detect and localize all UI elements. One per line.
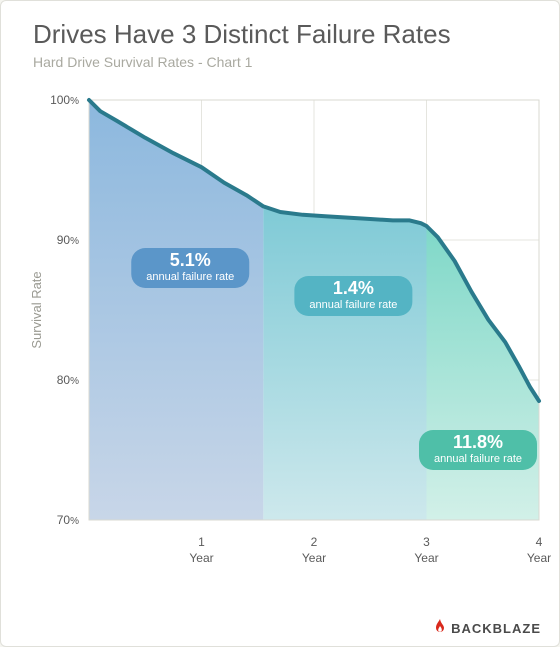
- svg-text:1.4%: 1.4%: [333, 278, 374, 298]
- chart-subtitle: Hard Drive Survival Rates - Chart 1: [33, 54, 549, 70]
- xtick-4: 4 Year: [527, 535, 551, 565]
- svg-text:11.8%: 11.8%: [453, 432, 503, 452]
- svg-text:2: 2: [311, 535, 318, 549]
- brand-logo: BACKBLAZE: [433, 619, 541, 638]
- footer: BACKBLAZE: [11, 613, 549, 638]
- svg-text:Year: Year: [414, 551, 438, 565]
- svg-text:90%: 90%: [57, 233, 79, 247]
- chart-card: Drives Have 3 Distinct Failure Rates Har…: [0, 0, 560, 647]
- chart-title: Drives Have 3 Distinct Failure Rates: [33, 19, 549, 50]
- survival-chart: 100% 90% 80% 70% Survival Rate 1 Year 2 Year 3 Yea…: [11, 80, 551, 600]
- svg-text:80%: 80%: [57, 373, 79, 387]
- region-1: [263, 206, 426, 520]
- failure-bubble-1: 1.4%annual failure rate: [294, 276, 412, 316]
- svg-text:100%: 100%: [50, 93, 79, 107]
- ytick-100: 100%: [50, 93, 79, 107]
- svg-text:1: 1: [198, 535, 205, 549]
- svg-text:annual failure rate: annual failure rate: [309, 299, 397, 311]
- xtick-2: 2 Year: [302, 535, 326, 565]
- svg-text:annual failure rate: annual failure rate: [434, 453, 522, 465]
- failure-bubble-2: 11.8%annual failure rate: [419, 430, 537, 470]
- svg-text:annual failure rate: annual failure rate: [146, 271, 234, 283]
- svg-text:Year: Year: [189, 551, 213, 565]
- ytick-80: 80%: [57, 373, 79, 387]
- svg-text:70%: 70%: [57, 513, 79, 527]
- y-axis-label: Survival Rate: [29, 271, 44, 348]
- ytick-70: 70%: [57, 513, 79, 527]
- svg-text:5.1%: 5.1%: [170, 250, 211, 270]
- chart-area: 100% 90% 80% 70% Survival Rate 1 Year 2 Year 3 Yea…: [11, 80, 549, 613]
- ytick-90: 90%: [57, 233, 79, 247]
- svg-text:3: 3: [423, 535, 430, 549]
- svg-text:Year: Year: [302, 551, 326, 565]
- xtick-1: 1 Year: [189, 535, 213, 565]
- svg-text:Year: Year: [527, 551, 551, 565]
- xtick-3: 3 Year: [414, 535, 438, 565]
- flame-icon: [433, 619, 447, 638]
- failure-bubble-0: 5.1%annual failure rate: [131, 248, 249, 288]
- brand-text: BACKBLAZE: [451, 621, 541, 636]
- svg-text:4: 4: [536, 535, 543, 549]
